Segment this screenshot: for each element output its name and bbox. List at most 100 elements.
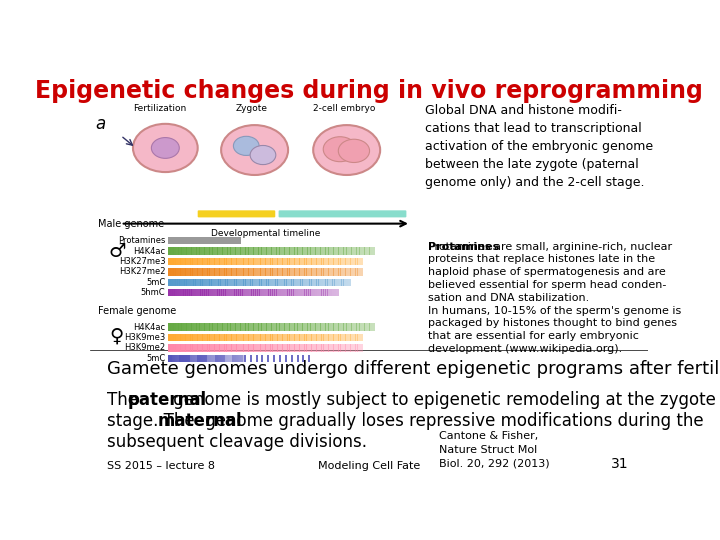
Bar <box>204 279 207 286</box>
Bar <box>220 247 222 255</box>
Bar <box>183 258 186 265</box>
Bar <box>187 268 191 275</box>
Bar <box>268 258 271 265</box>
Bar <box>316 334 319 341</box>
Bar <box>275 334 278 341</box>
Bar <box>210 268 212 275</box>
Bar <box>287 323 290 331</box>
Bar <box>179 355 181 362</box>
Bar <box>214 355 215 362</box>
Bar <box>309 344 312 352</box>
Bar <box>360 258 363 265</box>
Bar <box>236 268 239 275</box>
Bar <box>372 247 375 255</box>
Bar <box>168 237 241 245</box>
Bar <box>263 258 266 265</box>
Bar <box>189 289 192 296</box>
Bar <box>185 268 188 275</box>
Bar <box>241 334 244 341</box>
Bar <box>348 279 351 286</box>
Bar <box>171 247 174 255</box>
Bar <box>192 323 194 331</box>
Bar <box>287 268 290 275</box>
Bar <box>194 323 197 331</box>
Bar <box>248 344 251 352</box>
Bar <box>199 355 201 362</box>
Bar <box>333 323 336 331</box>
Bar <box>268 344 271 352</box>
Bar <box>253 334 256 341</box>
Bar <box>272 268 276 275</box>
Bar <box>197 247 199 255</box>
Bar <box>215 334 217 341</box>
Bar <box>318 247 321 255</box>
Bar <box>308 355 310 362</box>
Bar <box>336 289 338 296</box>
Bar <box>323 247 326 255</box>
Bar <box>248 247 251 255</box>
Text: Cantone & Fisher,
Nature Struct Mol
Biol. 20, 292 (2013): Cantone & Fisher, Nature Struct Mol Biol… <box>438 431 549 469</box>
Bar <box>200 279 203 286</box>
Bar <box>292 323 295 331</box>
Bar <box>289 323 292 331</box>
Bar <box>170 355 171 362</box>
Bar <box>224 334 227 341</box>
Bar <box>198 289 201 296</box>
Bar <box>357 344 361 352</box>
Circle shape <box>133 124 198 172</box>
Bar <box>240 355 242 362</box>
Bar <box>307 323 310 331</box>
Bar <box>215 355 216 362</box>
Bar <box>233 323 235 331</box>
Bar <box>300 323 303 331</box>
Bar <box>178 258 181 265</box>
Bar <box>215 258 217 265</box>
Bar <box>321 258 324 265</box>
Bar <box>366 247 370 255</box>
Bar <box>336 279 339 286</box>
Bar <box>219 289 222 296</box>
Bar <box>315 289 318 296</box>
Bar <box>222 258 225 265</box>
Bar <box>270 334 273 341</box>
Bar <box>234 279 237 286</box>
Bar <box>304 334 307 341</box>
Bar <box>297 323 300 331</box>
Bar <box>297 334 300 341</box>
Bar <box>235 355 237 362</box>
Bar <box>236 258 239 265</box>
Bar <box>184 355 186 362</box>
Bar <box>250 355 252 362</box>
Bar <box>199 247 202 255</box>
Bar <box>246 279 248 286</box>
Bar <box>266 323 269 331</box>
Bar <box>218 279 221 286</box>
Text: paternal: paternal <box>128 391 207 409</box>
Bar <box>269 323 272 331</box>
Bar <box>238 344 241 352</box>
Bar <box>168 323 171 331</box>
Bar <box>197 334 200 341</box>
Bar <box>276 289 279 296</box>
Text: genome gradually loses repressive modifications during the: genome gradually loses repressive modifi… <box>200 412 704 430</box>
Bar <box>220 279 223 286</box>
Bar <box>320 247 323 255</box>
Bar <box>192 289 194 296</box>
Bar <box>189 247 192 255</box>
Bar <box>207 268 210 275</box>
Bar <box>212 289 215 296</box>
Bar <box>360 344 363 352</box>
Bar <box>212 344 215 352</box>
Bar <box>217 247 220 255</box>
Bar <box>238 355 240 362</box>
Bar <box>295 279 298 286</box>
Bar <box>330 344 334 352</box>
Bar <box>350 258 353 265</box>
Bar <box>328 289 330 296</box>
Bar <box>284 323 287 331</box>
Bar <box>321 344 324 352</box>
Bar <box>186 355 188 362</box>
Bar <box>292 289 294 296</box>
Bar <box>175 355 176 362</box>
Bar <box>234 334 237 341</box>
